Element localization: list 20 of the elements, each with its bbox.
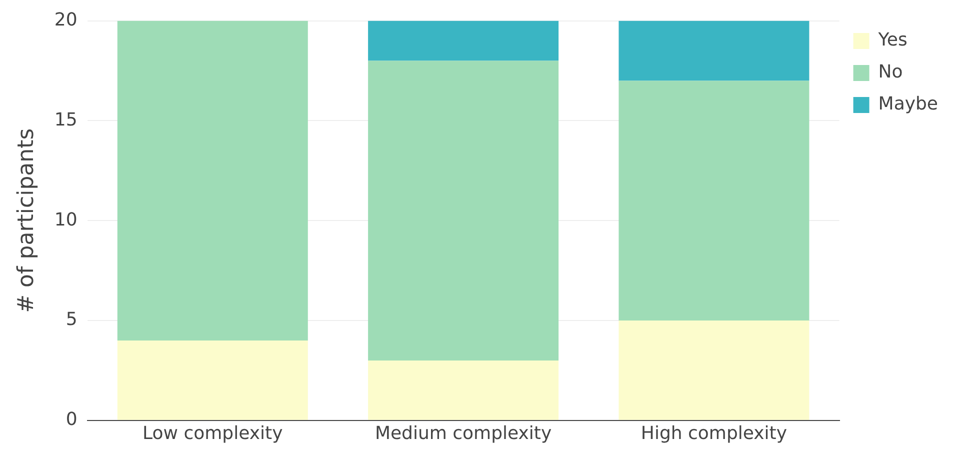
bar — [117, 20, 308, 340]
x-tick-label: High complexity — [640, 422, 788, 444]
bar — [618, 80, 810, 320]
y-tick-label: 5 — [66, 309, 78, 330]
y-tick-label: 20 — [54, 9, 78, 30]
legend-label: Yes — [877, 30, 908, 51]
bar — [368, 60, 559, 360]
y-tick-label: 15 — [54, 109, 78, 130]
legend-label: No — [878, 62, 903, 83]
bar — [618, 20, 810, 81]
x-tick-label: Medium complexity — [374, 422, 552, 444]
bar — [117, 340, 308, 420]
x-tick-label: Low complexity — [142, 422, 284, 444]
legend-label: Maybe — [878, 94, 938, 115]
y-tick-label: 10 — [54, 209, 78, 230]
bar — [618, 320, 810, 420]
y-tick-label: 0 — [66, 409, 78, 430]
y-axis-title: # of participants — [14, 128, 39, 313]
bar — [368, 20, 559, 61]
bar — [368, 360, 559, 420]
